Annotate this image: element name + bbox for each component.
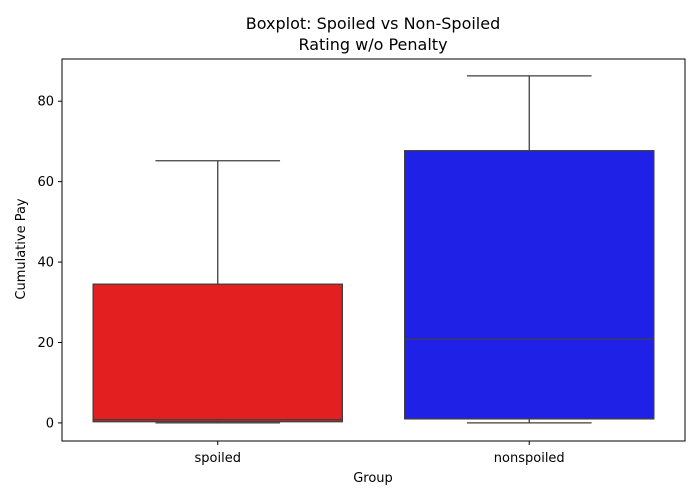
y-tick-label-20: 20 <box>37 336 54 351</box>
plot-frame <box>61 58 686 442</box>
y-tick-label-60: 60 <box>37 175 54 190</box>
x-tick-label-spoiled: spoiled <box>195 451 241 466</box>
plot-area: 0 20 40 60 80 spoiled nonspoiled <box>37 58 686 466</box>
y-tick-label-0: 0 <box>46 416 54 431</box>
y-tick-label-80: 80 <box>37 95 54 110</box>
x-axis-label: Group <box>353 471 393 486</box>
chart-title-line-1: Boxplot: Spoiled vs Non-Spoiled <box>246 14 501 33</box>
box-spoiled <box>92 283 343 423</box>
y-axis-label: Cumulative Pay <box>14 198 29 300</box>
box-nonspoiled <box>403 150 655 420</box>
chart-title-line-2: Rating w/o Penalty <box>298 35 447 54</box>
y-tick-label-40: 40 <box>37 256 54 271</box>
x-tick-label-nonspoiled: nonspoiled <box>494 451 565 466</box>
